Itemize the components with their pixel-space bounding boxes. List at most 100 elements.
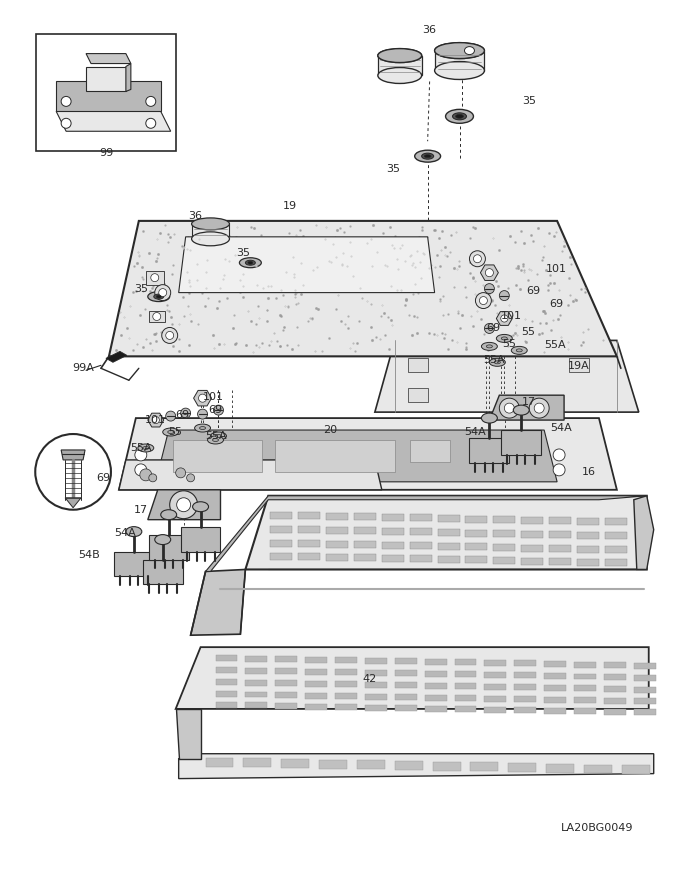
Bar [604,709,626,715]
Bar [484,684,507,690]
Circle shape [505,403,514,413]
Bar [335,657,357,664]
Bar [514,708,537,714]
Circle shape [486,268,494,276]
Bar [544,673,566,679]
Bar [282,759,309,768]
Bar [408,388,428,402]
Circle shape [181,408,190,418]
Ellipse shape [516,348,522,352]
Polygon shape [496,312,512,326]
Text: 55: 55 [522,327,535,337]
Bar [438,543,460,550]
Bar [245,702,267,708]
Ellipse shape [168,430,173,434]
Text: 55A: 55A [130,443,152,453]
Bar [494,557,515,564]
Bar [298,554,320,560]
Polygon shape [192,224,229,238]
Ellipse shape [511,347,527,355]
Bar [410,555,432,562]
Polygon shape [469,438,509,463]
Bar [275,680,297,686]
Bar [298,540,320,547]
Bar [549,532,571,539]
Bar [275,703,297,709]
Bar [298,526,320,533]
Text: 54A: 54A [550,423,572,433]
Bar [305,656,327,663]
Bar [574,698,596,703]
Polygon shape [179,753,653,779]
Bar [275,656,297,662]
Bar [395,682,417,688]
Bar [326,554,348,561]
Ellipse shape [424,155,431,158]
Ellipse shape [464,47,475,55]
Polygon shape [56,82,160,112]
Bar [243,759,271,767]
Circle shape [152,416,159,423]
Bar [514,685,537,691]
Circle shape [198,409,207,419]
Polygon shape [378,55,422,76]
Text: 55: 55 [503,340,516,349]
Ellipse shape [496,334,512,342]
Polygon shape [175,647,649,709]
Bar [245,668,267,673]
Text: 69: 69 [96,473,110,483]
Ellipse shape [194,424,211,432]
Polygon shape [490,395,564,420]
Text: LA20BG0049: LA20BG0049 [561,824,633,833]
Text: 101: 101 [545,264,566,274]
Circle shape [473,254,481,263]
Ellipse shape [445,109,473,123]
Text: 101: 101 [500,311,522,320]
Bar [382,542,404,549]
Bar [574,673,596,679]
Ellipse shape [513,405,529,415]
Ellipse shape [216,435,222,437]
Ellipse shape [154,294,164,299]
Polygon shape [119,460,382,490]
Bar [205,758,233,766]
Bar [484,696,507,701]
Polygon shape [435,50,484,70]
Bar [494,517,515,523]
Ellipse shape [501,337,507,340]
Bar [275,440,395,472]
Bar [622,766,649,774]
Circle shape [170,491,198,518]
Circle shape [35,434,111,510]
Bar [471,762,498,772]
Bar [549,558,571,565]
Ellipse shape [192,218,229,230]
Polygon shape [181,526,220,552]
Bar [544,708,566,714]
Bar [509,763,537,772]
Bar [494,544,515,551]
Bar [634,686,656,693]
Polygon shape [148,414,164,427]
Bar [270,553,292,560]
Polygon shape [109,221,617,356]
Polygon shape [148,490,220,520]
Circle shape [149,473,157,482]
Circle shape [534,403,544,413]
Bar [454,659,477,665]
Text: 54B: 54B [78,549,100,560]
Bar [604,662,626,668]
Bar [634,675,656,680]
Circle shape [475,293,492,309]
Bar [522,545,543,552]
Text: 54A: 54A [114,528,136,538]
Ellipse shape [486,345,492,348]
Bar [305,669,327,675]
Circle shape [199,394,207,402]
Polygon shape [481,265,498,281]
Text: 55A: 55A [205,431,226,441]
Text: 101: 101 [146,415,166,425]
Bar [569,358,589,372]
Text: 19: 19 [283,201,297,211]
Bar [326,540,348,547]
